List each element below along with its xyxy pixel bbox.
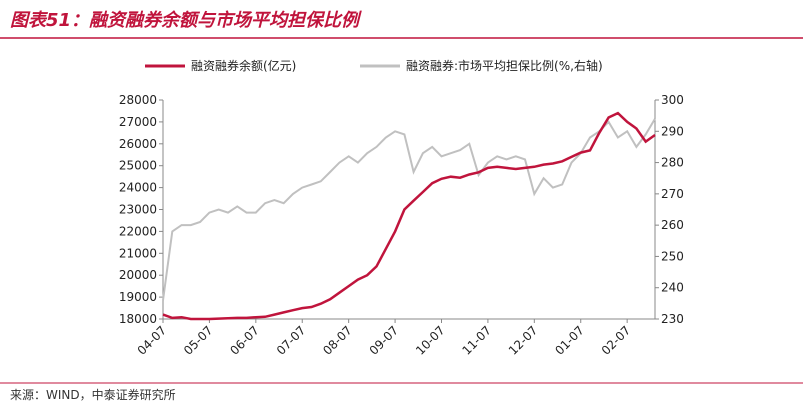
y2-tick-label: 270 bbox=[661, 187, 684, 201]
y-tick-label: 21000 bbox=[119, 246, 157, 260]
y-tick-label: 22000 bbox=[119, 224, 157, 238]
series-line bbox=[162, 118, 656, 301]
x-tick-label: 11-07 bbox=[459, 323, 494, 358]
legend-label: 融资融券余额(亿元) bbox=[191, 58, 296, 73]
y2-tick-label: 230 bbox=[661, 312, 684, 326]
y-tick-label: 20000 bbox=[119, 268, 157, 282]
x-tick-label: 04-07 bbox=[135, 323, 170, 358]
x-tick-label: 08-07 bbox=[320, 323, 355, 358]
chart-title: 图表51：融资融券余额与市场平均担保比例 bbox=[10, 10, 362, 31]
x-tick-label: 05-07 bbox=[181, 323, 216, 358]
x-tick-label: 10-07 bbox=[413, 323, 448, 358]
y2-tick-label: 250 bbox=[661, 249, 684, 263]
series-line bbox=[162, 111, 656, 321]
y-tick-label: 18000 bbox=[119, 312, 157, 326]
legend-label: 融资融券:市场平均担保比例(%,右轴) bbox=[406, 58, 603, 73]
y-tick-label: 27000 bbox=[119, 115, 157, 129]
x-tick-label: 06-07 bbox=[227, 323, 262, 358]
x-tick-label: 07-07 bbox=[274, 323, 309, 358]
source: 来源：WIND，中泰证券研究所 bbox=[10, 387, 176, 402]
y-tick-label: 25000 bbox=[119, 159, 157, 173]
y-tick-label: 23000 bbox=[119, 203, 157, 217]
y2-tick-label: 280 bbox=[661, 156, 684, 170]
y-tick-label: 28000 bbox=[119, 93, 157, 107]
y2-tick-label: 300 bbox=[661, 93, 684, 107]
x-tick-label: 09-07 bbox=[367, 323, 402, 358]
y-tick-label: 26000 bbox=[119, 137, 157, 151]
y2-tick-label: 240 bbox=[661, 281, 684, 295]
x-tick-label: 12-07 bbox=[506, 323, 541, 358]
x-tick-label: 01-07 bbox=[552, 323, 587, 358]
x-tick-label: 02-07 bbox=[599, 323, 634, 358]
y2-tick-label: 260 bbox=[661, 218, 684, 232]
y-tick-label: 19000 bbox=[119, 290, 157, 304]
y2-tick-label: 290 bbox=[661, 124, 684, 138]
y-tick-label: 24000 bbox=[119, 181, 157, 195]
